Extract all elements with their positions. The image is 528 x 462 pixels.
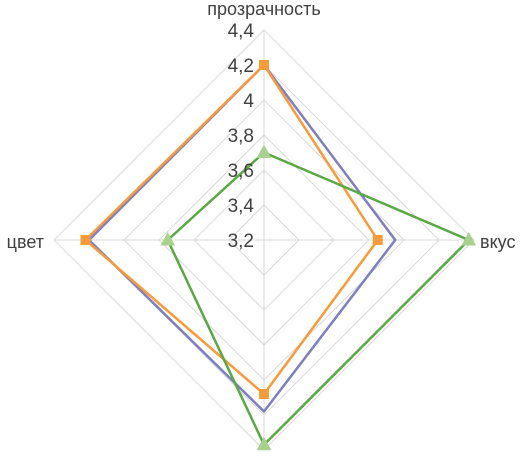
series-1-point-0 [259,60,269,70]
series-1-point-2 [259,389,269,399]
tick-label-6: 4,4 [228,21,255,42]
series-2-point-2 [256,436,272,451]
tick-label-4: 4 [243,91,254,112]
axis-label-top: прозрачность [207,0,320,19]
series-2-point-0 [256,144,272,158]
series-2-point-1 [461,231,477,246]
radar-series [80,60,477,451]
tick-label-3: 3,8 [228,126,254,147]
radial-tick-labels: 3,2 3,4 3,6 3,8 4 4,2 4,4 [228,21,255,252]
axis-label-right: вкус [480,232,515,252]
series-2-point-3 [160,231,176,246]
tick-label-0: 3,2 [228,231,254,252]
series-1-point-1 [372,235,383,245]
radar-grid [53,29,475,451]
tick-label-5: 4,2 [228,56,254,77]
axis-label-left: цвет [7,232,44,252]
tick-label-1: 3,4 [228,196,255,217]
series-2-line [166,151,470,446]
tick-label-2: 3,6 [228,161,254,182]
series-1-point-3 [80,235,91,245]
series-0-line [87,63,397,413]
axis-labels: прозрачность вкус цвет [7,0,516,252]
